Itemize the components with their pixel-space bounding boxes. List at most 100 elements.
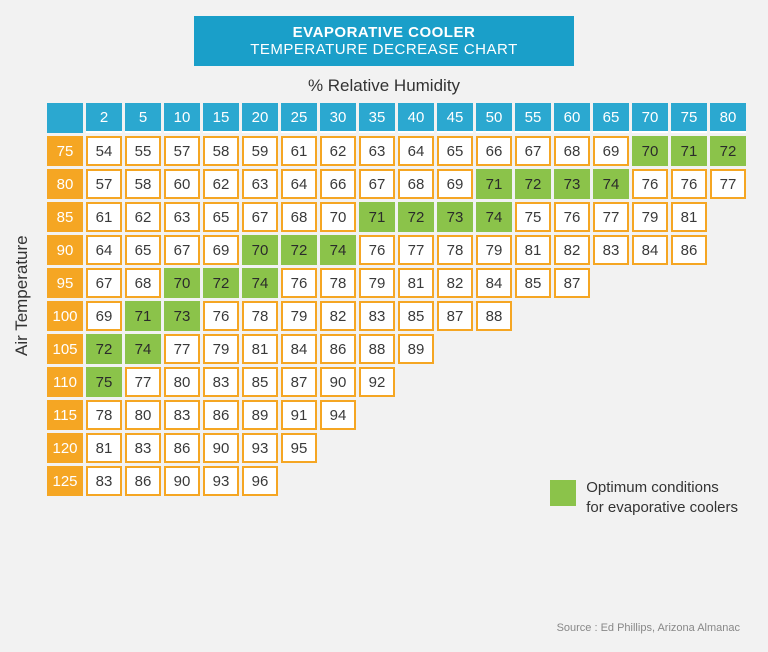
humidity-header: 80 bbox=[710, 103, 746, 133]
data-cell: 82 bbox=[437, 268, 473, 298]
data-cell: 82 bbox=[320, 301, 356, 331]
title-banner: EVAPORATIVE COOLER TEMPERATURE DECREASE … bbox=[194, 16, 574, 66]
data-cell: 79 bbox=[476, 235, 512, 265]
empty-cell bbox=[554, 367, 590, 397]
optimum-cell: 71 bbox=[476, 169, 512, 199]
data-cell: 70 bbox=[320, 202, 356, 232]
data-cell: 87 bbox=[437, 301, 473, 331]
data-cell: 68 bbox=[125, 268, 161, 298]
temperature-row-header: 110 bbox=[47, 367, 83, 397]
optimum-cell: 74 bbox=[125, 334, 161, 364]
data-cell: 80 bbox=[164, 367, 200, 397]
data-cell: 78 bbox=[437, 235, 473, 265]
empty-cell bbox=[593, 400, 629, 430]
data-cell: 57 bbox=[164, 136, 200, 166]
data-cell: 81 bbox=[671, 202, 707, 232]
data-cell: 96 bbox=[242, 466, 278, 496]
data-cell: 78 bbox=[320, 268, 356, 298]
empty-cell bbox=[632, 268, 668, 298]
empty-cell bbox=[437, 466, 473, 496]
data-cell: 93 bbox=[203, 466, 239, 496]
data-cell: 57 bbox=[86, 169, 122, 199]
data-cell: 76 bbox=[203, 301, 239, 331]
optimum-cell: 72 bbox=[515, 169, 551, 199]
data-cell: 54 bbox=[86, 136, 122, 166]
empty-cell bbox=[398, 433, 434, 463]
data-cell: 65 bbox=[125, 235, 161, 265]
data-cell: 61 bbox=[281, 136, 317, 166]
temperature-row-header: 75 bbox=[47, 136, 83, 166]
legend-text: Optimum conditions for evaporative coole… bbox=[586, 478, 738, 517]
legend-swatch bbox=[550, 480, 576, 506]
data-cell: 90 bbox=[203, 433, 239, 463]
data-cell: 83 bbox=[203, 367, 239, 397]
empty-cell bbox=[671, 367, 707, 397]
humidity-header: 35 bbox=[359, 103, 395, 133]
data-cell: 85 bbox=[242, 367, 278, 397]
empty-cell bbox=[671, 400, 707, 430]
y-axis-label: Air Temperature bbox=[12, 235, 32, 356]
data-cell: 65 bbox=[437, 136, 473, 166]
empty-cell bbox=[632, 367, 668, 397]
temperature-row-header: 90 bbox=[47, 235, 83, 265]
data-cell: 79 bbox=[632, 202, 668, 232]
data-cell: 69 bbox=[437, 169, 473, 199]
data-cell: 85 bbox=[515, 268, 551, 298]
empty-cell bbox=[710, 433, 746, 463]
optimum-cell: 72 bbox=[710, 136, 746, 166]
empty-cell bbox=[710, 202, 746, 232]
chart-area: 2510152025303540455055606570758075545557… bbox=[40, 100, 758, 499]
empty-cell bbox=[437, 334, 473, 364]
data-cell: 64 bbox=[86, 235, 122, 265]
empty-cell bbox=[437, 367, 473, 397]
empty-cell bbox=[554, 433, 590, 463]
data-cell: 68 bbox=[398, 169, 434, 199]
empty-cell bbox=[710, 235, 746, 265]
data-cell: 92 bbox=[359, 367, 395, 397]
data-cell: 63 bbox=[164, 202, 200, 232]
data-cell: 81 bbox=[515, 235, 551, 265]
empty-cell bbox=[515, 400, 551, 430]
empty-cell bbox=[359, 400, 395, 430]
data-cell: 86 bbox=[320, 334, 356, 364]
data-cell: 67 bbox=[164, 235, 200, 265]
empty-cell bbox=[476, 367, 512, 397]
temperature-row-header: 120 bbox=[47, 433, 83, 463]
empty-cell bbox=[593, 367, 629, 397]
empty-cell bbox=[515, 334, 551, 364]
optimum-cell: 71 bbox=[671, 136, 707, 166]
data-cell: 77 bbox=[398, 235, 434, 265]
humidity-header: 55 bbox=[515, 103, 551, 133]
humidity-header: 25 bbox=[281, 103, 317, 133]
x-axis-label: % Relative Humidity bbox=[0, 76, 768, 96]
empty-cell bbox=[515, 466, 551, 496]
data-cell: 64 bbox=[398, 136, 434, 166]
data-cell: 83 bbox=[125, 433, 161, 463]
empty-cell bbox=[320, 433, 356, 463]
empty-cell bbox=[320, 466, 356, 496]
humidity-header: 60 bbox=[554, 103, 590, 133]
data-cell: 62 bbox=[320, 136, 356, 166]
data-cell: 67 bbox=[86, 268, 122, 298]
empty-cell bbox=[476, 400, 512, 430]
empty-cell bbox=[515, 433, 551, 463]
temperature-row-header: 115 bbox=[47, 400, 83, 430]
empty-cell bbox=[359, 466, 395, 496]
empty-cell bbox=[593, 301, 629, 331]
empty-cell bbox=[476, 334, 512, 364]
data-cell: 58 bbox=[203, 136, 239, 166]
data-cell: 86 bbox=[671, 235, 707, 265]
empty-cell bbox=[593, 334, 629, 364]
data-cell: 68 bbox=[554, 136, 590, 166]
data-cell: 66 bbox=[320, 169, 356, 199]
data-cell: 76 bbox=[281, 268, 317, 298]
empty-cell bbox=[671, 268, 707, 298]
data-cell: 55 bbox=[125, 136, 161, 166]
data-cell: 75 bbox=[515, 202, 551, 232]
optimum-cell: 71 bbox=[359, 202, 395, 232]
data-cell: 89 bbox=[398, 334, 434, 364]
empty-cell bbox=[398, 367, 434, 397]
empty-cell bbox=[476, 466, 512, 496]
temperature-row-header: 85 bbox=[47, 202, 83, 232]
data-cell: 87 bbox=[554, 268, 590, 298]
